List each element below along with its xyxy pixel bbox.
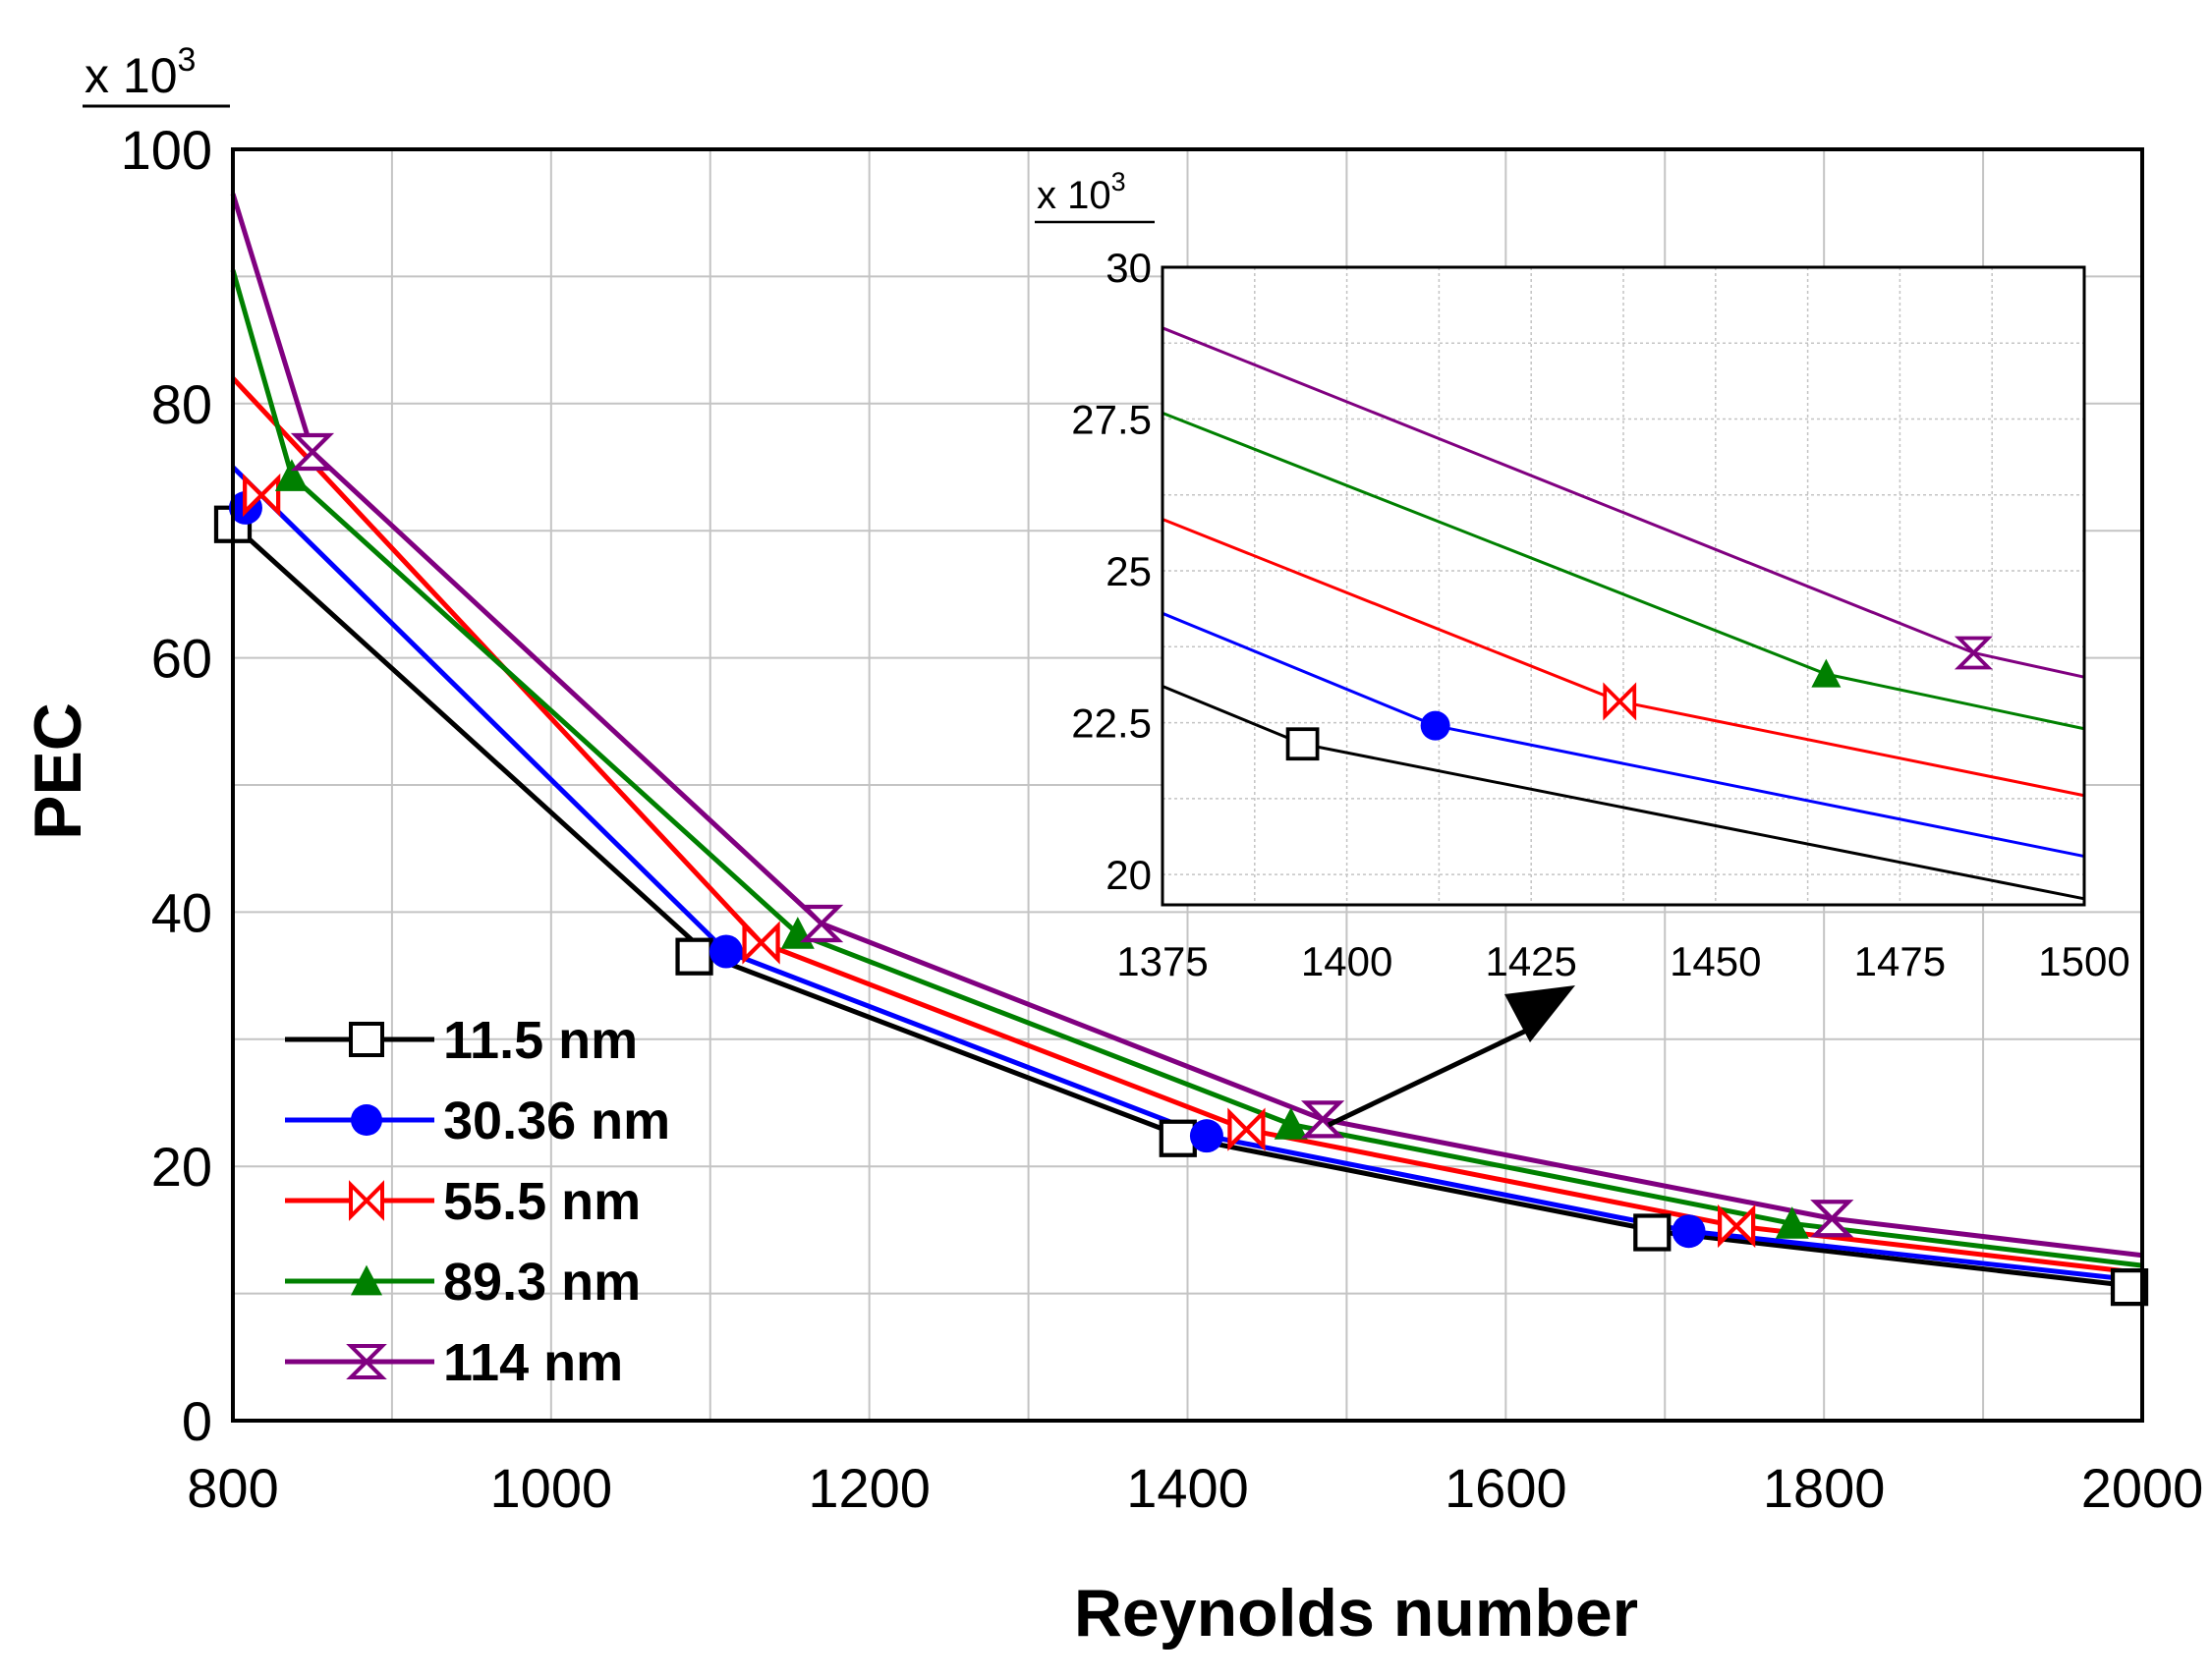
y-axis-title: PEC <box>21 702 95 840</box>
inset-grid <box>1162 267 2084 905</box>
y-tick-label: 20 <box>151 1136 212 1198</box>
inset-x-tick-label: 1475 <box>1854 938 1946 984</box>
inset-y-tick-label: 30 <box>1106 245 1152 291</box>
inset-y-multiplier: x 103 <box>1035 167 1155 224</box>
main-multiplier-text: x 103 <box>85 41 196 103</box>
data-point-30-36-nm <box>1672 1214 1706 1249</box>
legend-marker-114-nm <box>346 1344 387 1379</box>
inset-plot-frame <box>1161 265 2086 907</box>
legend-marker-11-5-nm <box>349 1022 384 1057</box>
legend: 11.5 nm 30.36 nm 55.5 nm 89.3 nm 114 nm <box>285 1011 670 1392</box>
inset-x-tick-label: 1400 <box>1301 938 1392 984</box>
data-point-89-3-nm <box>1775 1206 1809 1239</box>
data-point-89-3-nm <box>274 459 309 491</box>
data-point-55-5-nm <box>1717 1204 1756 1249</box>
main-ticks: 800 1000 1200 1400 1600 1800 2000 0 20 40 60 80 100 <box>121 119 2204 1519</box>
y-tick-label: 0 <box>182 1390 212 1452</box>
x-tick-label: 1200 <box>808 1457 931 1519</box>
inset-multiplier-text: x 103 <box>1037 167 1126 217</box>
inset-y-tick-label: 27.5 <box>1071 397 1152 443</box>
inset-x-tick-label: 1425 <box>1485 938 1576 984</box>
data-point-114-nm <box>290 432 335 472</box>
x-tick-label: 1000 <box>490 1457 613 1519</box>
inset-data-point-114-nm <box>1954 636 1993 670</box>
y-tick-label: 80 <box>151 373 212 435</box>
series-line-89-3-nm <box>230 269 2143 1268</box>
data-point-55-5-nm <box>742 921 780 965</box>
legend-marker-30-36-nm <box>351 1104 382 1136</box>
inset-data-point-55-5-nm <box>1603 682 1637 721</box>
y-tick-label: 40 <box>151 881 212 943</box>
data-point-55-5-nm <box>243 473 281 518</box>
inset-data-point-30-36-nm <box>1420 710 1450 741</box>
data-point-11-5-nm <box>675 937 713 976</box>
inset-x-tick-label: 1500 <box>2038 938 2129 984</box>
inset-series <box>1162 326 2085 901</box>
inset-ticks: 1375 1400 1425 1450 1475 1500 20 22.5 25 27.5 30 <box>1071 245 2129 984</box>
y-tick-label: 100 <box>121 119 212 181</box>
data-point-55-5-nm <box>1227 1107 1266 1151</box>
main-y-multiplier: x 103 <box>83 41 230 108</box>
legend-label-11-5-nm: 11.5 nm <box>443 1011 638 1070</box>
main-plot-frame <box>231 147 2144 1423</box>
data-point-30-36-nm <box>709 934 743 969</box>
data-point-89-3-nm <box>1274 1107 1308 1140</box>
x-axis-title: Reynolds number <box>1074 1576 1638 1651</box>
inset-data-point-89-3-nm <box>1811 658 1842 688</box>
inset-y-tick-label: 22.5 <box>1071 700 1152 747</box>
inset-y-tick-label: 20 <box>1106 852 1152 898</box>
x-tick-label: 2000 <box>2081 1457 2204 1519</box>
legend-marker-89-3-nm <box>351 1264 382 1296</box>
zoom-arrow-head <box>1504 985 1575 1042</box>
legend-label-30-36-nm: 30.36 nm <box>443 1092 670 1150</box>
y-tick-label: 60 <box>151 628 212 690</box>
legend-label-114-nm: 114 nm <box>443 1333 623 1392</box>
legend-marker-55-5-nm <box>349 1180 384 1221</box>
zoom-arrow <box>1327 985 1575 1128</box>
data-point-30-36-nm <box>1189 1119 1223 1153</box>
inset-x-tick-label: 1375 <box>1116 938 1208 984</box>
x-tick-label: 800 <box>187 1457 278 1519</box>
legend-label-89-3-nm: 89.3 nm <box>443 1253 641 1312</box>
data-point-11-5-nm <box>1159 1119 1197 1157</box>
legend-label-55-5-nm: 55.5 nm <box>443 1172 641 1231</box>
x-tick-label: 1600 <box>1445 1457 1567 1519</box>
series-line-114-nm <box>230 193 2143 1259</box>
main-series <box>213 193 2149 1307</box>
inset-x-tick-label: 1450 <box>1670 938 1761 984</box>
zoom-arrow-shaft <box>1327 1020 1545 1128</box>
data-point-114-nm <box>1300 1100 1345 1139</box>
data-point-114-nm <box>799 904 844 943</box>
inset-data-point-11-5-nm <box>1285 727 1320 761</box>
data-point-11-5-nm <box>1633 1213 1672 1252</box>
data-point-114-nm <box>1810 1200 1854 1238</box>
x-tick-label: 1400 <box>1126 1457 1249 1519</box>
x-tick-label: 1800 <box>1763 1457 1886 1519</box>
inset-y-tick-label: 25 <box>1106 548 1152 594</box>
